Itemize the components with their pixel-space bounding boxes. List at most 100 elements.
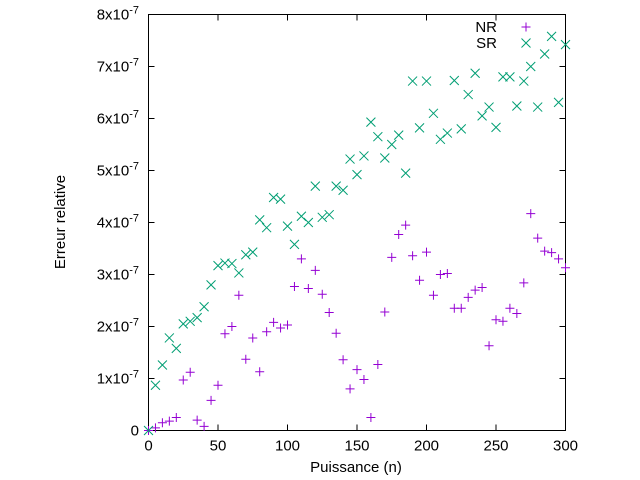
x-tick-label: 300 [553,438,578,455]
y-tick-label: 4x10-7 [97,213,139,232]
data-point-sr [477,111,487,121]
data-point-nr [491,315,501,325]
data-point-sr [498,72,508,82]
data-point-nr [241,354,251,364]
legend-marker-nr [521,22,531,32]
y-tick-label: 6x10-7 [97,109,139,128]
data-point-nr [456,303,466,313]
data-point-sr [511,101,522,111]
data-point-nr [380,307,390,317]
data-point-sr [247,247,258,257]
data-point-nr [415,275,425,285]
data-point-sr [393,130,404,140]
data-point-sr [192,312,203,323]
axis-ticks: 0 50 100 150 200 250 300 0 1x10-7 2x10-7 3x10-7 4x1… [97,5,578,455]
data-point-nr [255,367,265,377]
y-tick-label: 8x10-7 [97,5,139,24]
legend-marker-sr [521,38,531,48]
data-point-sr [435,134,446,145]
data-point-sr [525,61,536,72]
data-point-nr [561,263,570,273]
data-point-sr [261,222,272,233]
data-point-sr [150,380,161,391]
data-point-nr [220,329,230,339]
data-point-sr [386,139,397,150]
data-point-nr [296,254,306,264]
x-tick-label: 200 [414,438,439,455]
data-point-sr [171,343,182,354]
data-point-nr [276,323,286,333]
data-point-nr [505,303,515,313]
data-point-sr [240,249,251,260]
data-point-sr [532,102,543,112]
x-tick-label: 100 [275,438,300,455]
x-tick-label: 0 [144,438,152,455]
data-point-sr [518,76,529,86]
data-point-nr [442,268,452,278]
data-point-sr [275,194,286,204]
data-point-sr [400,168,411,178]
data-point-nr [512,309,522,318]
data-point-nr [519,278,529,288]
data-point-sr [345,154,355,164]
data-point-sr [442,128,453,138]
legend-label-nr: NR [475,19,497,36]
data-point-nr [283,320,292,330]
data-point-sr [178,319,189,329]
y-axis-label: Erreur relative [52,175,69,269]
x-tick-label: 50 [210,438,227,455]
data-point-sr [560,39,571,50]
data-point-nr [359,375,369,385]
data-point-nr [164,416,174,426]
data-point-sr [185,316,196,327]
data-point-nr [338,355,348,365]
data-point-sr [379,153,390,163]
data-point-sr [539,49,550,59]
data-point-sr [428,108,439,119]
data-point-sr [296,211,307,222]
data-point-sr [233,268,244,278]
data-point-sr [157,360,168,370]
data-point-nr [387,252,397,262]
data-point-sr [206,280,216,290]
data-point-nr [498,316,508,326]
data-point-sr [268,192,279,203]
x-axis-label: Puissance (n) [310,459,402,476]
data-point-nr [213,380,223,390]
data-point-nr [192,415,202,425]
data-point-nr [150,423,160,433]
series-sr [143,31,571,436]
data-point-sr [449,75,460,86]
data-point-nr [526,209,536,219]
data-point-nr [234,290,244,300]
data-point-sr [352,169,362,180]
data-point-nr [157,418,167,428]
data-point-nr [401,220,411,230]
data-point-nr [435,270,445,279]
data-point-nr [533,233,543,243]
data-point-sr [553,97,564,108]
data-point-nr [185,367,195,377]
data-point-sr [227,258,237,269]
data-point-sr [414,123,425,133]
data-point-nr [366,413,376,422]
data-point-nr [303,284,313,294]
data-point-nr [394,229,404,239]
data-point-nr [289,281,299,291]
legend-label-sr: SR [476,35,497,52]
data-point-sr [338,185,348,196]
y-tick-label: 7x10-7 [97,57,139,76]
data-point-nr [331,328,341,338]
data-point-sr [421,76,432,86]
data-point-sr [317,212,328,223]
data-point-sr [366,117,376,127]
data-point-sr [463,89,474,100]
data-point-sr [199,301,209,312]
data-point-nr [345,384,355,394]
data-point-nr [171,413,181,422]
x-tick-label: 150 [344,438,369,455]
data-point-nr [484,341,494,351]
data-point-nr [262,327,272,337]
data-point-sr [310,181,321,191]
